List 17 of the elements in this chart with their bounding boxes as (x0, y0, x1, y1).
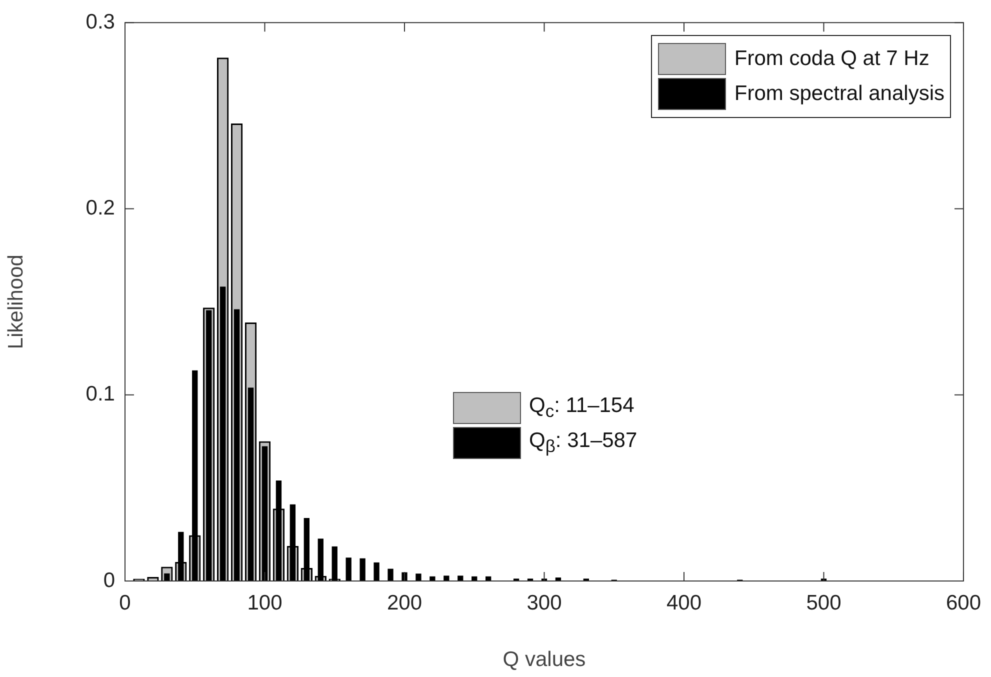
x-tick-label: 600 (946, 591, 982, 614)
y-tick-label: 0.3 (86, 10, 115, 34)
y-tick-label: 0.2 (86, 196, 115, 220)
x-tick-label: 500 (806, 591, 842, 614)
y-tick-label: 0.1 (86, 382, 115, 406)
legend-label: From spectral analysis (734, 82, 944, 106)
x-tick-label: 200 (386, 591, 422, 614)
annotation: Q$_{β}$: 31–587 (529, 428, 638, 457)
x-tick-label: 400 (666, 591, 702, 614)
x-tick-label: 100 (247, 591, 282, 614)
x-tick-label: 0 (119, 591, 131, 614)
legend-label: From coda Q at 7 Hz (734, 46, 930, 71)
annotation: Q$_{c}$: 11–154 (529, 394, 634, 422)
x-tick-label: 300 (526, 591, 562, 614)
y-axis-title: Likelihood (4, 254, 28, 350)
y-tick-label: 0 (103, 568, 115, 592)
x-axis-title: Q values (502, 648, 586, 672)
